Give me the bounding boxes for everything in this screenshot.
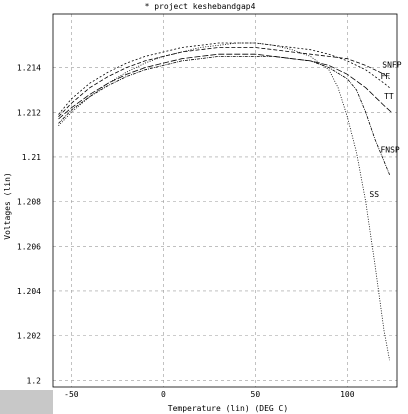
grid-lines [53, 14, 397, 387]
y-tick-label: 1.204 [17, 287, 41, 296]
series-line-ff [58, 42, 390, 115]
y-tick-label: 1.208 [17, 198, 41, 207]
series-line-ss [58, 42, 390, 361]
series-labels: SNFP FF TT FNSP SS [369, 61, 401, 200]
x-tick-label: -50 [64, 390, 79, 399]
y-tick-label: 1.2 [27, 376, 42, 385]
y-tick-label: 1.206 [17, 242, 41, 251]
series-label-fnsp: FNSP [380, 145, 399, 154]
series-label-ff: FF [380, 72, 390, 81]
y-axis-label: Voltages (lin) [3, 172, 12, 239]
y-tick-label: 1.214 [17, 64, 41, 73]
y-tick-label: 1.212 [17, 108, 41, 117]
y-tick-label: 1.202 [17, 332, 41, 341]
series-line-tt [58, 53, 392, 120]
chart-title: * project keshebandgap4 [145, 2, 256, 11]
series-label-snfp: SNFP [382, 61, 401, 70]
series-label-tt: TT [384, 92, 394, 101]
y-tick-label: 1.21 [22, 153, 41, 162]
series-group [58, 42, 392, 361]
y-tick-labels: 1.2 1.202 1.204 1.206 1.208 1.21 1.212 1.214 [17, 64, 41, 386]
series-line-snfp [58, 47, 390, 117]
x-axis-label: Temperature (lin) (DEG C) [168, 404, 288, 413]
x-tick-labels: -50 0 50 100 [64, 390, 355, 399]
series-line-fnsp [58, 56, 390, 175]
corner-box [0, 390, 53, 414]
x-tick-label: 100 [340, 390, 355, 399]
x-tick-label: 0 [161, 390, 166, 399]
plot-frame [52, 13, 398, 388]
series-label-ss: SS [369, 190, 379, 199]
x-tick-label: 50 [251, 390, 261, 399]
